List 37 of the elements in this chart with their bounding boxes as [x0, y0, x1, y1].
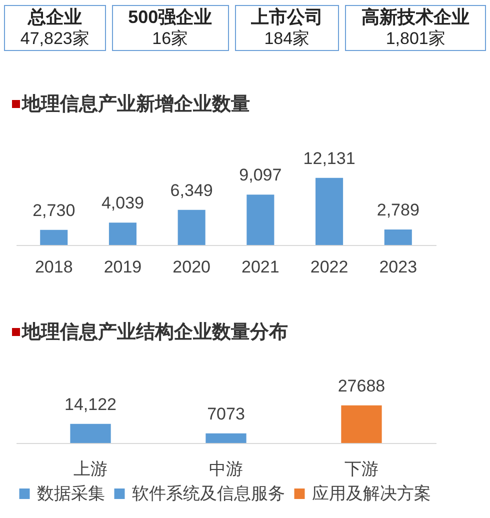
x-tick-label: 2021	[242, 258, 280, 276]
text: 16家	[152, 29, 188, 48]
chart-title: 地理信息产业结构企业数量分布	[22, 320, 288, 345]
x-tick-label: 2022	[310, 258, 348, 276]
text: 184家	[264, 29, 310, 48]
chart-title: 地理信息产业新增企业数量	[22, 92, 250, 117]
x-tick-label: 2018	[34, 258, 73, 276]
text: 47,823家	[20, 29, 90, 48]
legend-label: 数据采集	[37, 484, 105, 503]
x-tick-label: 2020	[172, 258, 210, 276]
x-tick-label: 2019	[104, 258, 142, 276]
x-tick-label: 2023	[379, 258, 418, 276]
bar	[246, 194, 274, 245]
bar	[384, 230, 412, 245]
data-label: 4,039	[101, 194, 144, 213]
data-label: 9,097	[239, 166, 282, 185]
text: 1,801家	[386, 29, 446, 48]
data-label: 2,789	[376, 200, 420, 220]
category-label: 上市公司	[250, 6, 324, 28]
bar	[178, 210, 206, 245]
category-label: 高新技术企业	[360, 6, 471, 28]
data-label: 6,349	[170, 180, 213, 200]
data-label: 27688	[338, 376, 386, 396]
bar	[40, 230, 68, 245]
x-tick-label: 下游	[344, 460, 378, 478]
legend-label: 软件系统及信息服务	[132, 484, 285, 503]
x-tick-label: 上游	[74, 460, 108, 478]
x-tick-label: 中游	[209, 460, 243, 478]
bar	[108, 222, 136, 245]
data-label: 12,131	[303, 148, 356, 168]
bar	[316, 178, 344, 245]
category-label: 总企业	[26, 6, 83, 28]
data-label: 7073	[207, 404, 245, 424]
data-label: 14,122	[64, 394, 117, 414]
data-label: 2,730	[32, 200, 76, 220]
legend-label: 应用及解决方案	[312, 484, 431, 503]
category-label: 500强企业	[127, 6, 214, 28]
